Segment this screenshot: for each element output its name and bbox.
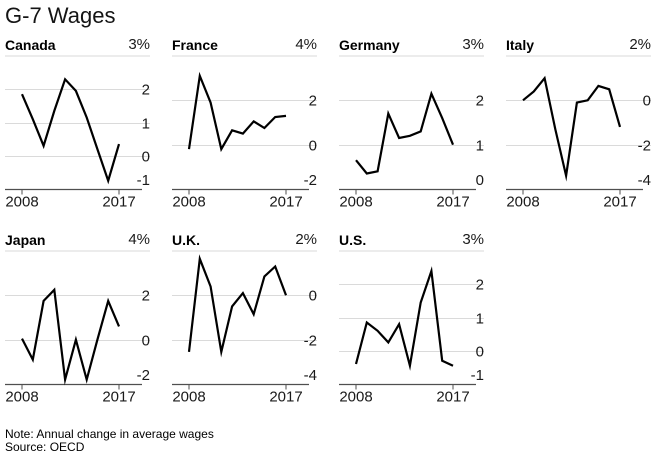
y-axis-max-label: 2% [629,36,651,53]
y-axis-max-label: 4% [128,231,150,248]
panel-germany: Germany 3% 2 1 0 2008 2017 [339,36,489,211]
y-axis-label: 2 [142,82,150,99]
y-axis-label: 2 [142,288,150,305]
x-axis-label-end: 2017 [269,389,302,406]
y-axis-min-label: -2 [304,172,317,189]
panel-header: U.K. 2% [172,231,317,250]
data-line [187,71,287,153]
panel-us: U.S. 3% 2 1 0 -1 2008 2017 [339,231,489,406]
footer-note: Note: Annual change in average wages [5,427,214,441]
data-line [21,287,121,386]
chart-title: G-7 Wages [5,3,116,28]
panel-title: U.K. [172,232,200,248]
x-axis-label-start: 2008 [339,389,372,406]
x-axis-label-end: 2017 [102,389,135,406]
data-line [522,75,622,182]
y-axis-label: 0 [643,93,651,110]
y-axis-label: 0 [142,149,150,166]
y-axis-min-label: 0 [476,172,484,189]
panel-title: Japan [5,232,46,248]
line-chart-italy: 0 -2 -4 2008 2017 [506,55,651,211]
data-line [355,90,455,175]
panel-uk: U.K. 2% 0 -2 -4 2008 2017 [172,231,322,406]
y-axis-label: 2 [476,277,484,294]
y-axis-label: 1 [476,138,484,155]
data-line [354,266,454,371]
footer: Note: Annual change in average wages Sou… [5,428,214,453]
line-chart-france: 2 0 -2 2008 2017 [172,55,317,211]
y-axis-min-label: -4 [638,172,651,189]
footer-source: Source: OECD [5,439,85,454]
y-axis-label: -2 [304,333,317,350]
panel-title: Germany [339,37,400,53]
panel-header: France 4% [172,36,317,55]
y-axis-label: 0 [476,344,484,361]
y-axis-label: 1 [142,116,150,133]
x-axis-label-start: 2008 [172,194,205,211]
panel-italy: Italy 2% 0 -2 -4 2008 2017 [506,36,656,211]
y-axis-label: 0 [309,288,317,305]
line-chart-us: 2 1 0 -1 2008 2017 [339,250,484,406]
line-chart-canada: 2 1 0 -1 2008 2017 [5,55,150,211]
y-axis-label: -2 [638,138,651,155]
line-chart-uk: 0 -2 -4 2008 2017 [172,250,317,406]
panel-header: U.S. 3% [339,231,484,250]
y-axis-min-label: -1 [471,367,484,384]
line-chart-japan: 2 0 -2 2008 2017 [5,250,150,406]
y-axis-max-label: 4% [295,36,317,53]
panel-title: Canada [5,37,56,53]
y-axis-label: 0 [142,333,150,350]
y-axis-label: 2 [309,93,317,110]
y-axis-min-label: -1 [137,172,150,189]
panel-header: Italy 2% [506,36,651,55]
x-axis-label-start: 2008 [5,389,38,406]
x-axis-label-start: 2008 [172,389,205,406]
x-axis-label-end: 2017 [269,194,302,211]
y-axis-label: 1 [476,311,484,328]
panel-title: France [172,37,218,53]
panel-japan: Japan 4% 2 0 -2 2008 2017 [5,231,155,406]
panel-france: France 4% 2 0 -2 2008 2017 [172,36,322,211]
y-axis-min-label: -4 [304,367,317,384]
line-chart-germany: 2 1 0 2008 2017 [339,55,484,211]
panels-row-2: Japan 4% 2 0 -2 2008 2017 U.K. 2% 0 -2 -4 2008 2017 U.… [5,231,489,406]
panel-header: Japan 4% [5,231,150,250]
y-axis-label: 0 [309,138,317,155]
panel-header: Canada 3% [5,36,150,55]
panels-row-1: Canada 3% 2 1 0 -1 2008 2017 France 4% 2 0 -2 2008 201… [5,36,656,211]
x-axis-label-start: 2008 [5,194,38,211]
data-line [20,77,121,185]
y-axis-max-label: 3% [462,231,484,248]
x-axis-label-start: 2008 [339,194,372,211]
x-axis-label-end: 2017 [603,194,636,211]
x-axis-label-end: 2017 [436,194,469,211]
x-axis-label-start: 2008 [506,194,539,211]
y-axis-label: 2 [476,93,484,110]
panel-canada: Canada 3% 2 1 0 -1 2008 2017 [5,36,155,211]
y-axis-max-label: 3% [128,36,150,53]
x-axis-label-end: 2017 [102,194,135,211]
y-axis-max-label: 3% [462,36,484,53]
y-axis-max-label: 2% [295,231,317,248]
y-axis-min-label: -2 [137,367,150,384]
data-line [187,254,288,358]
panel-title: Italy [506,37,535,53]
panel-title: U.S. [339,232,367,248]
panel-header: Germany 3% [339,36,484,55]
x-axis-label-end: 2017 [436,389,469,406]
